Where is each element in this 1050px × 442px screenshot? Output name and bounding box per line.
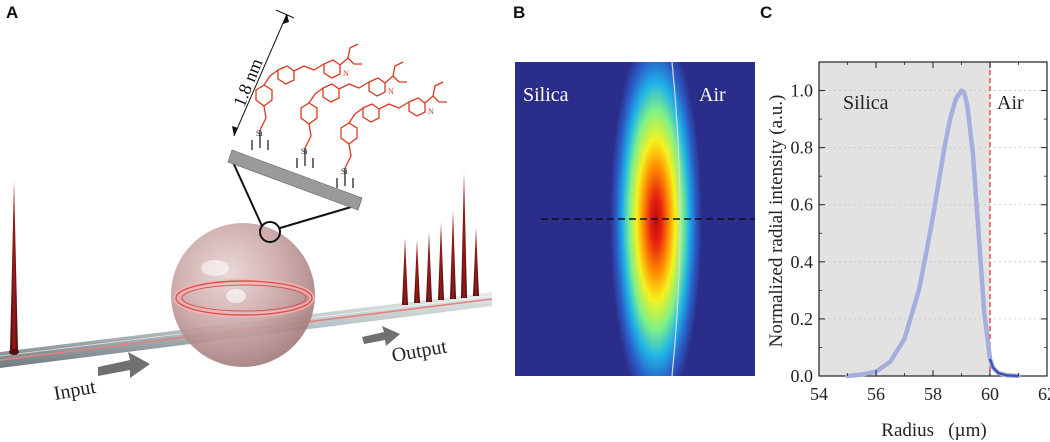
mode-intensity-spot [610,62,702,376]
output-pulse-train-icon [402,172,479,305]
atom-labels: N N N Si Si Si [256,69,434,176]
substrate-plate [227,149,363,211]
evanescent-tail-line [988,358,1019,378]
silica-region-shade [819,62,990,376]
x-tick-label: 56 [867,384,885,404]
input-pulse-icon [10,180,18,352]
y-axis-label: Normalized radial intensity (a.u.) [766,95,787,348]
molecule-chain-1 [251,43,362,150]
molecule-chain-2 [296,61,407,168]
x-tick-label: 54 [810,384,828,404]
y-tick-label: 0.4 [791,252,814,272]
microsphere [171,223,315,367]
y-tick-label: 0.6 [791,195,814,215]
output-label: Output [390,336,449,367]
input-arrow-icon [98,352,150,378]
y-tick-label: 1.0 [791,81,814,101]
atom-n-2: N [388,87,394,96]
zoom-circle [259,221,281,243]
molecule-chains [251,43,447,188]
scale-label: 1.8 nm [229,56,266,110]
panel-letter-c: C [760,3,773,22]
input-label: Input [52,376,98,405]
output-arrow-icon [362,326,400,346]
y-tick-label: 0.0 [791,366,814,386]
x-tick-label: 62 [1038,384,1050,404]
panel-a-illustration: Input Output 1.8 nm [0,9,493,405]
atom-si-2: Si [301,147,308,156]
panel-c-silica-label: Silica [843,92,889,114]
atom-si-1: Si [256,129,263,138]
x-tick-label: 60 [981,384,999,404]
x-tick-label: 58 [924,384,942,404]
panel-b-silica-label: Silica [523,84,569,106]
molecule-chain-3 [336,81,447,188]
scale-bar [232,9,295,137]
panel-b-air-label: Air [699,84,726,106]
atom-n-3: N [428,107,434,116]
plot-frame [818,61,1048,377]
panel-letter-b: B [513,3,526,22]
atom-si-3: Si [341,167,348,176]
x-axis-label: Radius (µm) [881,420,986,441]
intensity-series-line [845,88,1021,379]
input-pulse-base [9,349,19,355]
mode-background [515,62,755,376]
atom-n-1: N [343,69,349,78]
y-tick-label: 0.2 [791,309,814,329]
panel-letter-a: A [6,3,19,22]
y-tick-label: 0.8 [791,138,814,158]
panel-c-air-label: Air [997,92,1024,114]
silica-air-interface [671,62,681,376]
